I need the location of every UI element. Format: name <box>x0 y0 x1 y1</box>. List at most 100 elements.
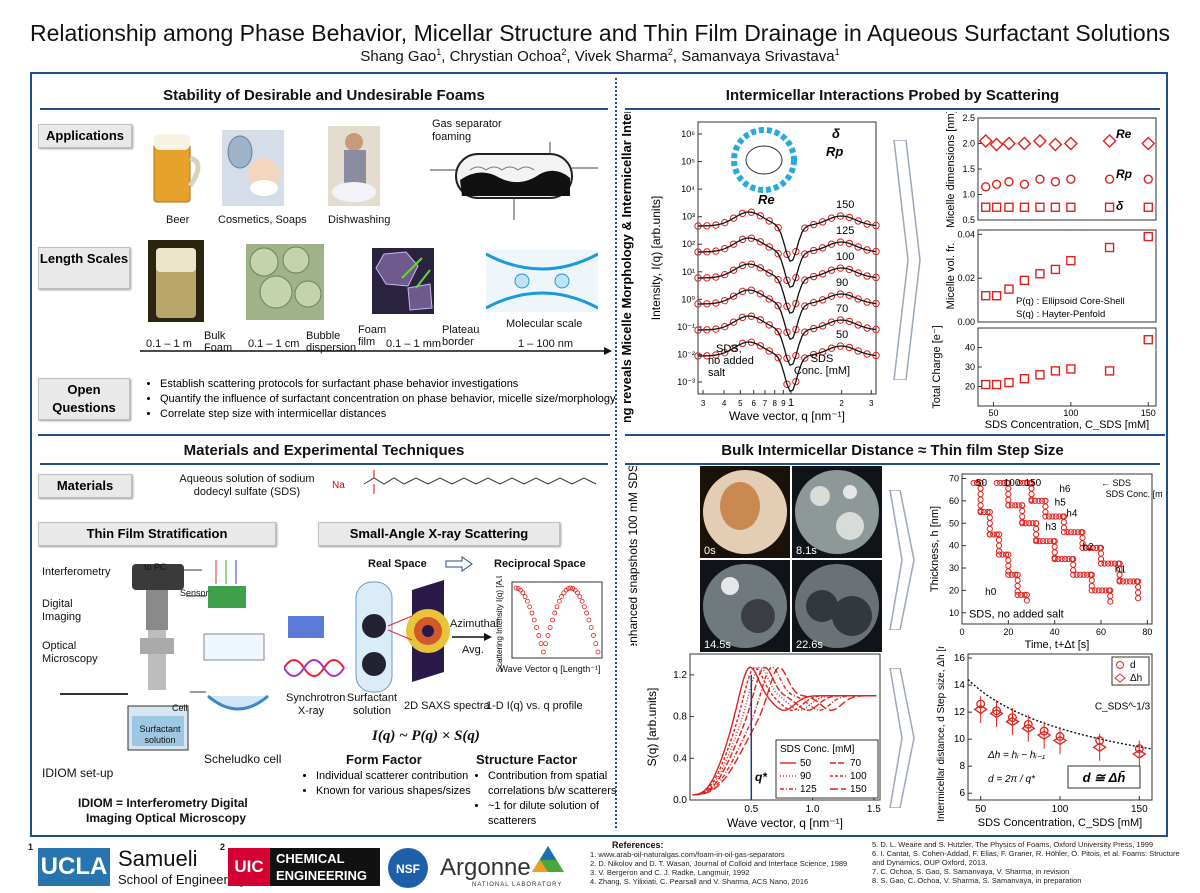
intensity-data-point <box>845 291 854 300</box>
intensity-data-point <box>756 316 765 324</box>
micelle-square-point <box>1143 202 1153 212</box>
intensity-data-point <box>818 322 827 330</box>
thickness-data-point <box>1101 560 1108 567</box>
form-factor-label: Form Factor <box>346 752 422 767</box>
intensity-series-label: 100 <box>836 251 854 263</box>
sq-legend-label: 125 <box>800 784 817 795</box>
intensity-data-point <box>863 350 871 358</box>
question-1: Establish scattering protocols for surfa… <box>160 377 630 392</box>
thickness-data-point <box>1017 591 1025 598</box>
mini-profile-point <box>527 604 533 610</box>
mini-profile-point <box>540 649 546 655</box>
intensity-data-point <box>738 339 747 348</box>
saxs-surfactant-label: Surfactant solution <box>346 692 398 717</box>
sq-legend-label: 150 <box>850 784 867 795</box>
references-title: References: <box>612 840 664 850</box>
sq-ytick-label: 0.4 <box>673 753 687 764</box>
materials-label: Materials <box>38 474 132 498</box>
intensity-data-point <box>863 246 871 254</box>
micelle-model-annotation: P(q) : Ellipsoid Core-Shell <box>1016 296 1125 307</box>
thickness-data-point <box>973 479 981 487</box>
app-beer-label: Beer <box>166 214 190 226</box>
author-1-aff: 1 <box>436 47 442 57</box>
intensity-ytick-label: 10⁶ <box>681 129 695 139</box>
intensity-data-point <box>765 269 773 277</box>
intensity-data-point <box>729 214 738 222</box>
distance-ytick-label: 14 <box>954 680 966 691</box>
intensity-series-label: 125 <box>836 225 854 237</box>
thickness-step-label: h5 <box>1055 497 1067 508</box>
bulk-arrow-bottom <box>889 668 915 808</box>
micelle-rp-point <box>1066 174 1076 184</box>
thickness-data-point <box>1130 578 1137 585</box>
thickness-data-point <box>1015 502 1022 509</box>
distance-dh-point <box>973 704 988 715</box>
azimuthal-arrow <box>452 633 492 641</box>
tfs-idiom-setup: IDIOM set-up <box>42 766 114 780</box>
intensity-data-point <box>792 325 800 334</box>
intensity-data-point <box>783 380 791 388</box>
poster-frame <box>30 72 1168 837</box>
intensity-data-point <box>845 317 854 326</box>
micelle-square-point <box>1104 366 1115 376</box>
intensity-data-point <box>765 321 773 329</box>
micelle-re-point <box>1001 136 1016 151</box>
thickness-data-point <box>1134 595 1142 602</box>
distance-legend-swatch-d <box>1116 661 1124 669</box>
thickness-ytick-label: 20 <box>949 585 959 595</box>
intensity-data-point <box>827 292 836 300</box>
argonne-logo-mark <box>532 846 564 872</box>
intensity-data-point <box>792 299 800 308</box>
micelle-square-point <box>1004 284 1014 294</box>
micelle-square-point <box>1104 202 1115 212</box>
intensity-data-point <box>801 250 809 258</box>
micelle-panel-ylabel: Total Charge [e⁻] <box>931 325 943 408</box>
thickness-data-point <box>1080 571 1087 578</box>
intensity-ytick-label: 10⁻² <box>677 349 695 359</box>
mini-profile-point <box>559 594 564 599</box>
length-foam-film-label: Foam film <box>358 324 387 348</box>
ref-8: 8. S. Gao, C. Ochoa, V. Sharma, S. Saman… <box>872 876 1082 885</box>
thickness-xtick-label: 60 <box>1096 627 1106 637</box>
refs-right: 5. D. L. Weaire and S. Hutzler, The Phys… <box>872 840 1192 885</box>
dishwashing-image <box>328 126 380 206</box>
left-row-divider <box>38 434 610 436</box>
sq-xtick-label: 1.5 <box>867 804 881 815</box>
tfs-optical-microscopy: Optical Microscopy <box>42 640 98 665</box>
thickness-data-point <box>1019 520 1026 527</box>
thickness-data-point <box>990 531 997 538</box>
distance-d-point <box>1095 736 1105 745</box>
thickness-data-point <box>1074 529 1081 536</box>
length-scales-label: Length Scales <box>38 247 130 289</box>
mini-profile-point <box>595 649 601 655</box>
micelle-square-point <box>1050 264 1061 275</box>
intensity-data-point <box>738 235 747 244</box>
intensity-data-point <box>783 354 791 362</box>
thickness-data-point <box>1031 497 1039 504</box>
saxs-real-space-diagram <box>284 580 450 693</box>
intensity-data-point <box>721 322 729 331</box>
thickness-data-point <box>1055 555 1062 563</box>
micelle-square-point <box>991 202 1002 212</box>
intensity-ytick-label: 10¹ <box>682 267 695 277</box>
open-questions-label: Open Questions <box>38 378 130 420</box>
azimuthal-label: Azimuthal <box>450 618 499 630</box>
intensity-data-point <box>818 218 827 226</box>
micelle-rp-point <box>981 182 991 192</box>
thickness-data-point <box>1008 502 1015 509</box>
micelle-panel-frame <box>977 229 1157 323</box>
micelle-square-point <box>1066 364 1076 374</box>
thickness-ytick-label: 70 <box>949 473 959 483</box>
thickness-data-point <box>1060 529 1068 536</box>
nsf-text: NSF <box>396 862 420 876</box>
intensity-note-line: salt <box>708 367 725 379</box>
intensity-data-point <box>854 243 862 251</box>
distance-d-point <box>1039 726 1049 736</box>
real-space-label: Real Space <box>368 558 427 570</box>
real-to-reciprocal-arrow <box>445 556 473 572</box>
structure-item-2: ~1 for dilute solution of scatterers <box>488 799 630 829</box>
thickness-data-point <box>1104 560 1112 567</box>
intensity-series-label: 50 <box>836 329 848 341</box>
thickness-data-point <box>1082 544 1090 551</box>
